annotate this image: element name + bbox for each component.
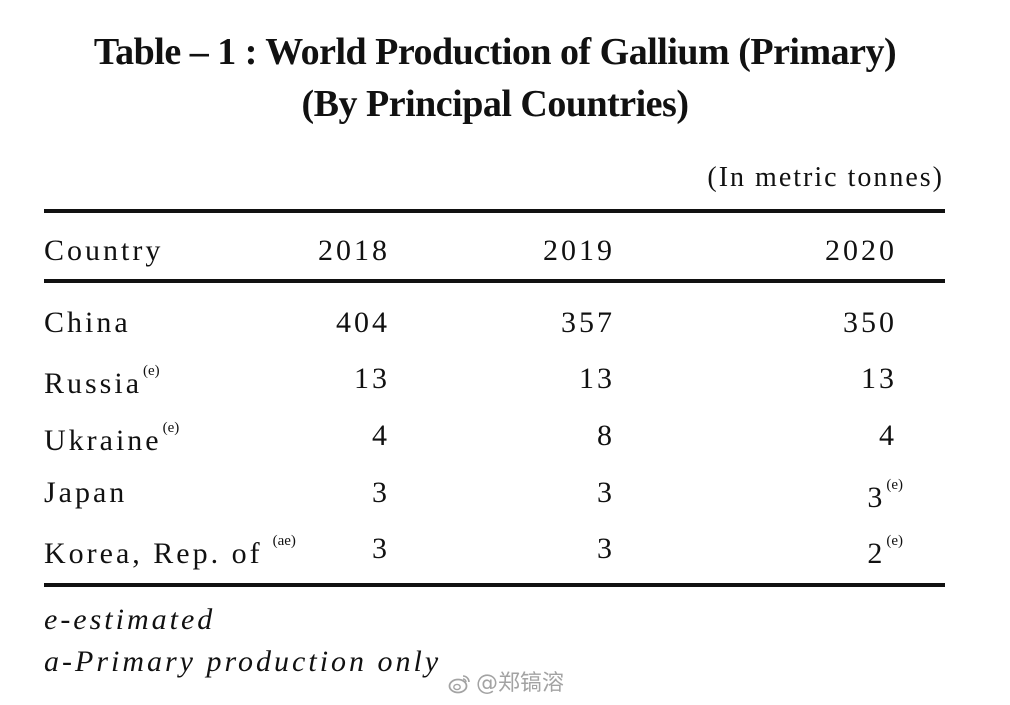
country-name: China xyxy=(44,306,131,339)
header-2020: 2020 xyxy=(825,234,897,267)
country-cell: Japan xyxy=(44,478,127,508)
value-2019: 13 xyxy=(579,362,615,395)
watermark: @郑镐溶 xyxy=(448,665,564,701)
table-header-rule xyxy=(44,279,945,283)
table-bottom-rule xyxy=(44,583,945,587)
value-2020: 3 xyxy=(867,481,886,514)
value-2020: 350 xyxy=(843,306,897,339)
footnote-estimated: e-estimated xyxy=(44,603,216,636)
value-2020: 13 xyxy=(861,362,897,395)
footnote-marker: (e) xyxy=(886,533,903,549)
country-cell: Ukraine(e) xyxy=(44,421,179,456)
value-2020: 2 xyxy=(867,537,886,570)
value-2018: 404 xyxy=(336,306,390,339)
value-2020-cell: 13 xyxy=(861,364,897,394)
footnote-marker: (e) xyxy=(886,477,903,493)
footnote-primary: a-Primary production only xyxy=(44,645,442,678)
title-line-1: Table – 1 : World Production of Gallium … xyxy=(93,31,897,73)
weibo-logo-icon xyxy=(448,673,472,701)
footnote-marker: (ae) xyxy=(272,533,296,549)
header-country: Country xyxy=(44,234,164,267)
value-2020-cell: 2(e) xyxy=(867,534,903,569)
country-name: Ukraine xyxy=(44,424,162,457)
country-cell: Russia(e) xyxy=(44,364,160,399)
country-cell: Korea, Rep. of (ae) xyxy=(44,534,296,569)
value-2018: 13 xyxy=(354,362,390,395)
value-2020-cell: 3(e) xyxy=(867,478,903,513)
value-2019: 8 xyxy=(597,419,615,452)
value-2018: 4 xyxy=(372,419,390,452)
header-2018: 2018 xyxy=(318,234,390,267)
value-2020-cell: 350 xyxy=(843,308,897,338)
unit-note: (In metric tonnes) xyxy=(707,162,944,193)
value-2020: 4 xyxy=(879,419,897,452)
value-2020-cell: 4 xyxy=(879,421,897,451)
table-top-rule xyxy=(44,209,945,213)
country-name: Korea, Rep. of xyxy=(44,537,263,570)
value-2019: 3 xyxy=(597,532,615,565)
value-2018: 3 xyxy=(372,476,390,509)
watermark-text: @郑镐溶 xyxy=(476,671,565,696)
country-name: Russia xyxy=(44,367,143,400)
value-2019: 357 xyxy=(561,306,615,339)
country-name: Japan xyxy=(44,476,128,509)
footnote-marker: (e) xyxy=(143,363,160,379)
value-2018: 3 xyxy=(372,532,390,565)
header-2019: 2019 xyxy=(543,234,615,267)
country-cell: China xyxy=(44,308,131,338)
value-2019: 3 xyxy=(597,476,615,509)
title-line-2: (By Principal Countries) xyxy=(301,83,689,125)
footnote-marker: (e) xyxy=(162,420,180,436)
